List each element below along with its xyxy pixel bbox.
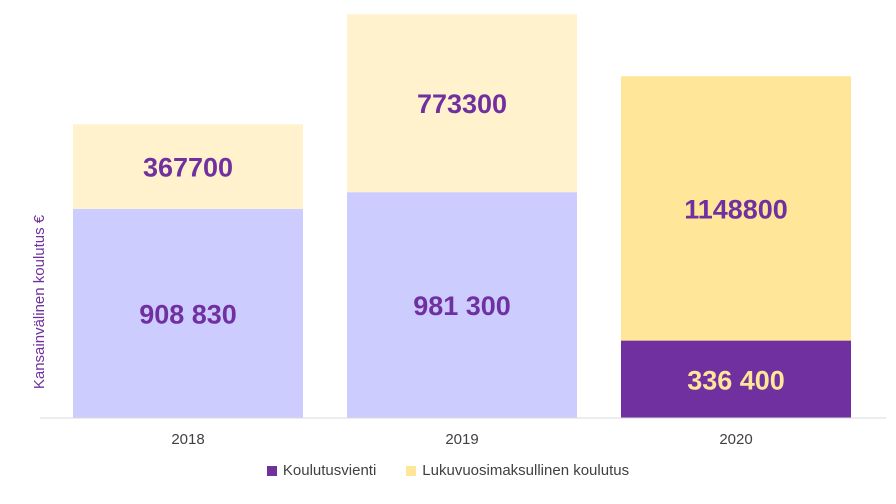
data-label-2020-series-1: 1148800 [684, 194, 788, 224]
legend-swatch [266, 465, 277, 476]
data-label-2020-series-0: 336 400 [687, 365, 785, 395]
bar-segment-2018-series-0 [73, 208, 303, 418]
legend-item-koulutusvienti: Koulutusvienti [266, 462, 377, 479]
legend: Koulutusvienti Lukuvuosimaksullinen koul… [0, 462, 896, 479]
x-tick-label-2018: 2018 [171, 431, 204, 448]
data-label-2019-series-0: 981 300 [413, 291, 511, 321]
legend-label: Koulutusvienti [282, 462, 377, 479]
data-label-2019-series-1: 773300 [417, 89, 507, 119]
bar-segment-2018-series-1 [73, 124, 303, 209]
legend-swatch [406, 465, 417, 476]
y-axis-label: Kansainvälinen koulutus € [31, 214, 48, 389]
bar-segment-2019-series-1 [347, 14, 577, 193]
bars-layer: 908 830 367700 981 300 773300 336 400 1148800 [73, 14, 851, 418]
x-tick-label-2020: 2020 [719, 431, 752, 448]
data-label-2018-series-1: 367700 [143, 153, 233, 183]
x-tick-labels: 2018 2019 2020 [171, 431, 752, 448]
data-label-2018-series-0: 908 830 [139, 299, 237, 329]
bar-segment-2020-series-0 [621, 340, 851, 418]
legend-label: Lukuvuosimaksullinen koulutus [422, 462, 630, 479]
bar-segment-2019-series-0 [347, 192, 577, 418]
legend-item-lukuvuosimaksullinen: Lukuvuosimaksullinen koulutus [406, 462, 629, 479]
x-tick-label-2019: 2019 [445, 431, 478, 448]
bar-segment-2020-series-1 [621, 76, 851, 341]
